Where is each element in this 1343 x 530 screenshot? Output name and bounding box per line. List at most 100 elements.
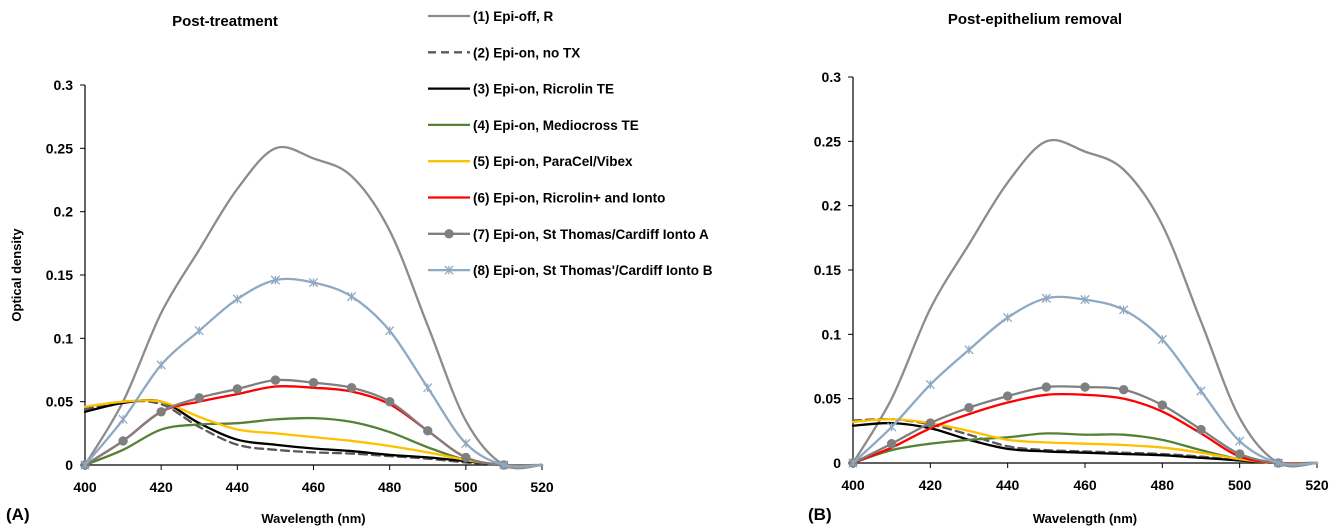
series-6 bbox=[83, 384, 544, 467]
legend-label: (2) Epi-on, no TX bbox=[473, 45, 580, 60]
data-point bbox=[118, 436, 128, 446]
series-line bbox=[83, 416, 544, 467]
data-point bbox=[194, 326, 204, 336]
data-point bbox=[346, 383, 357, 393]
legend: (1) Epi-off, R (2) Epi-on, no TX (3) Epi-o… bbox=[428, 9, 713, 278]
legend-item: (1) Epi-off, R bbox=[428, 9, 553, 24]
legend-label: (1) Epi-off, R bbox=[473, 9, 553, 24]
y-tick-label: 0.2 bbox=[54, 204, 74, 220]
legend-item: (6) Epi-on, Ricrolin+ and Ionto bbox=[428, 191, 665, 206]
series-line bbox=[83, 277, 544, 468]
data-point bbox=[925, 379, 935, 390]
series-8 bbox=[848, 293, 1319, 468]
series-line bbox=[851, 295, 1319, 466]
x-axis-label: Wavelength (nm) bbox=[1033, 511, 1137, 526]
data-point bbox=[156, 360, 166, 370]
data-point bbox=[80, 460, 90, 470]
y-tick-label: 0.15 bbox=[814, 262, 841, 278]
data-point bbox=[1041, 382, 1052, 392]
legend-item: (3) Epi-on, Ricrolin TE bbox=[428, 82, 614, 97]
data-point bbox=[308, 377, 319, 388]
y-tick-label: 0.25 bbox=[814, 133, 841, 149]
chart-panel-2: Post-epithelium removal 0 0.05 0.1 0.15 0.2 0.… bbox=[808, 11, 1329, 526]
panel-label: (B) bbox=[808, 505, 832, 524]
data-point bbox=[1118, 384, 1129, 395]
data-point bbox=[156, 407, 166, 417]
data-point bbox=[925, 418, 936, 428]
data-point bbox=[1273, 458, 1283, 468]
panel-label: (A) bbox=[6, 505, 30, 524]
data-point bbox=[308, 277, 319, 288]
x-tick-label: 520 bbox=[1305, 477, 1329, 493]
data-point bbox=[461, 452, 471, 463]
data-point bbox=[423, 426, 433, 436]
data-point bbox=[270, 275, 281, 285]
y-tick-label: 0.3 bbox=[822, 69, 842, 85]
x-tick-label: 480 bbox=[378, 479, 402, 495]
data-point bbox=[194, 393, 204, 403]
y-axis-label: Optical density bbox=[9, 228, 24, 322]
data-point bbox=[1234, 449, 1245, 459]
data-point bbox=[499, 460, 509, 470]
data-point bbox=[118, 414, 128, 425]
series-1 bbox=[83, 145, 544, 470]
data-point bbox=[1196, 424, 1206, 435]
data-point bbox=[423, 383, 433, 393]
legend-label: (4) Epi-on, Mediocross TE bbox=[473, 118, 639, 133]
series-line bbox=[851, 138, 1319, 468]
data-point bbox=[1002, 391, 1013, 401]
y-tick-label: 0 bbox=[65, 457, 73, 473]
x-tick-label: 440 bbox=[226, 479, 250, 495]
data-point bbox=[886, 439, 897, 449]
data-point bbox=[1235, 436, 1245, 446]
y-tick-label: 0.25 bbox=[46, 140, 73, 156]
x-tick-label: 480 bbox=[1151, 477, 1175, 493]
data-point bbox=[1157, 400, 1168, 410]
x-tick-label: 460 bbox=[302, 479, 326, 495]
series-7 bbox=[80, 375, 544, 470]
chart-title: Post-epithelium removal bbox=[948, 11, 1122, 28]
x-tick-label: 440 bbox=[996, 477, 1020, 493]
y-tick-label: 0.15 bbox=[46, 267, 73, 283]
series-2 bbox=[83, 399, 544, 467]
legend-item: (2) Epi-on, no TX bbox=[428, 45, 580, 60]
x-tick-label: 400 bbox=[73, 479, 97, 495]
legend-item: (8) Epi-on, St Thomas'/Cardiff Ionto B bbox=[428, 263, 713, 278]
series-line bbox=[83, 145, 544, 470]
legend-label: (7) Epi-on, St Thomas/Cardiff Ionto A bbox=[473, 227, 709, 242]
chart-panel-1: Post-treatment 0 0.05 0.1 0.15 0.2 0.25 0.3 400 4… bbox=[6, 13, 554, 526]
data-point bbox=[1080, 382, 1090, 392]
data-point bbox=[385, 326, 395, 336]
x-tick-label: 420 bbox=[919, 477, 943, 493]
legend-item: (4) Epi-on, Mediocross TE bbox=[428, 118, 639, 133]
data-point bbox=[964, 402, 974, 413]
data-point bbox=[461, 438, 471, 449]
legend-item: (7) Epi-on, St Thomas/Cardiff Ionto A bbox=[428, 227, 709, 242]
x-tick-label: 520 bbox=[530, 479, 554, 495]
data-point bbox=[270, 375, 281, 385]
series-8 bbox=[80, 275, 544, 470]
data-point bbox=[1041, 293, 1051, 303]
data-point bbox=[964, 345, 974, 355]
x-tick-label: 500 bbox=[1228, 477, 1252, 493]
x-tick-label: 400 bbox=[841, 477, 865, 493]
legend-label: (3) Epi-on, Ricrolin TE bbox=[473, 82, 614, 97]
x-axis-label: Wavelength (nm) bbox=[261, 511, 365, 526]
data-point bbox=[1080, 294, 1090, 305]
data-point bbox=[232, 294, 242, 304]
legend-label: (5) Epi-on, ParaCel/Vibex bbox=[473, 154, 633, 169]
chart-title: Post-treatment bbox=[172, 13, 278, 30]
x-tick-label: 420 bbox=[149, 479, 173, 495]
data-point bbox=[1119, 305, 1129, 315]
data-point bbox=[232, 384, 243, 394]
series-1 bbox=[851, 138, 1319, 468]
x-tick-label: 460 bbox=[1073, 477, 1097, 493]
data-point bbox=[384, 396, 395, 407]
series-line bbox=[83, 399, 544, 467]
data-point bbox=[1196, 386, 1206, 396]
y-tick-label: 0.1 bbox=[822, 326, 842, 342]
data-point bbox=[1157, 334, 1167, 345]
legend-item: (5) Epi-on, ParaCel/Vibex bbox=[428, 154, 633, 169]
legend-label: (8) Epi-on, St Thomas'/Cardiff Ionto B bbox=[473, 263, 713, 278]
